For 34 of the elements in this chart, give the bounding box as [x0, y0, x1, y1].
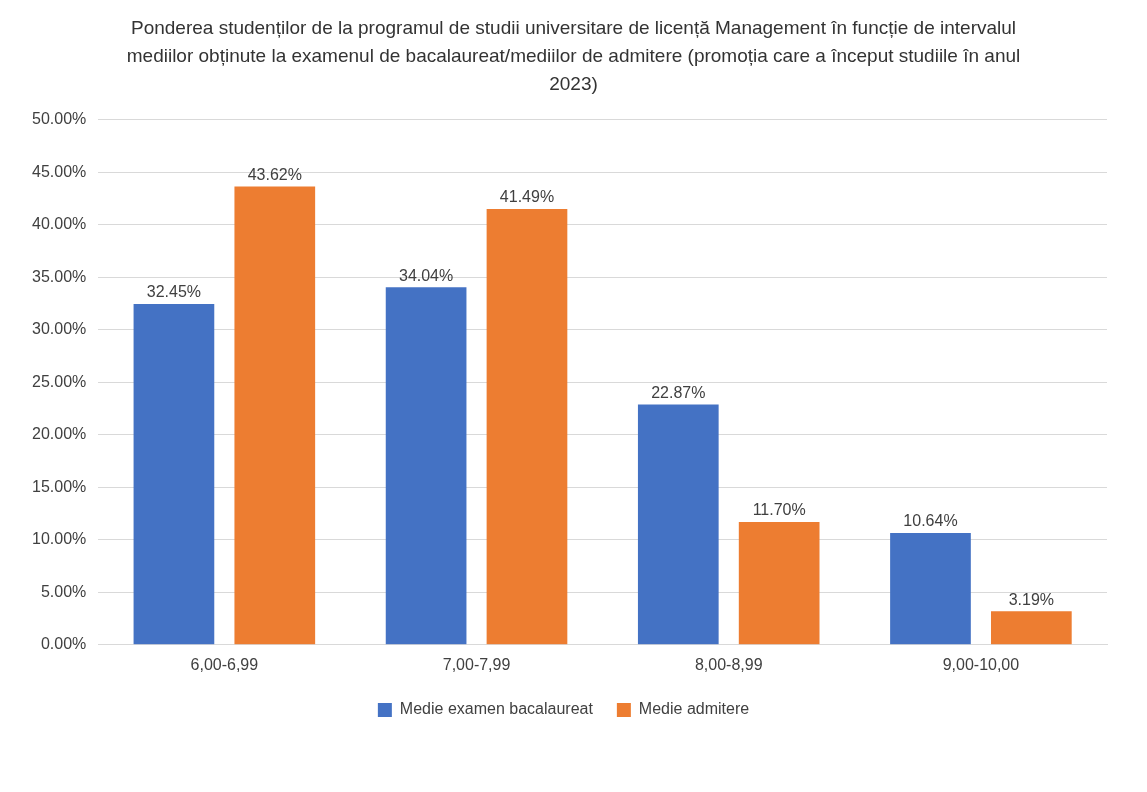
legend-label: Medie examen bacalaureat [399, 700, 594, 718]
data-label: 43.62% [247, 166, 302, 184]
y-tick-label: 30.00% [32, 320, 87, 338]
legend-label: Medie admitere [638, 700, 750, 718]
y-tick-label: 35.00% [32, 267, 87, 285]
x-tick-label: 8,00-8,99 [694, 655, 763, 673]
y-tick-label: 15.00% [32, 477, 87, 495]
chart-title: Ponderea studenților de la programul de studii universitare de licență Management în funcție de intervalul mediilor obținute la examenul de bacalaureat/mediilor de admitere (promoția care a început studiile în anul 2023) [125, 16, 1022, 96]
bar [385, 287, 467, 645]
bar [133, 303, 215, 645]
bar [890, 533, 971, 645]
data-label: 22.87% [651, 383, 706, 401]
y-tick-label: 5.00% [40, 582, 87, 600]
y-tick-label: 0.00% [40, 635, 87, 653]
data-label: 41.49% [499, 188, 555, 206]
data-label: 11.70% [752, 501, 806, 519]
y-tick-label: 45.00% [32, 162, 87, 180]
x-tick-label: 7,00-7,99 [442, 655, 511, 673]
x-tick-label: 6,00-6,99 [190, 655, 259, 673]
x-tick-label: 9,00-10,00 [942, 655, 1020, 673]
bar [991, 611, 1072, 645]
bar [486, 208, 568, 645]
y-tick-label: 10.00% [32, 530, 87, 548]
data-label: 3.19% [1008, 590, 1055, 608]
bar [738, 521, 820, 645]
data-label: 32.45% [146, 283, 202, 301]
y-tick-label: 25.00% [32, 372, 87, 390]
bar [234, 186, 316, 645]
y-tick-label: 40.00% [32, 215, 87, 233]
data-label: 34.04% [398, 266, 454, 284]
y-tick-label: 50.00% [32, 110, 87, 128]
data-label: 10.64% [903, 512, 958, 530]
y-tick-label: 20.00% [32, 425, 87, 443]
bar [637, 404, 719, 645]
